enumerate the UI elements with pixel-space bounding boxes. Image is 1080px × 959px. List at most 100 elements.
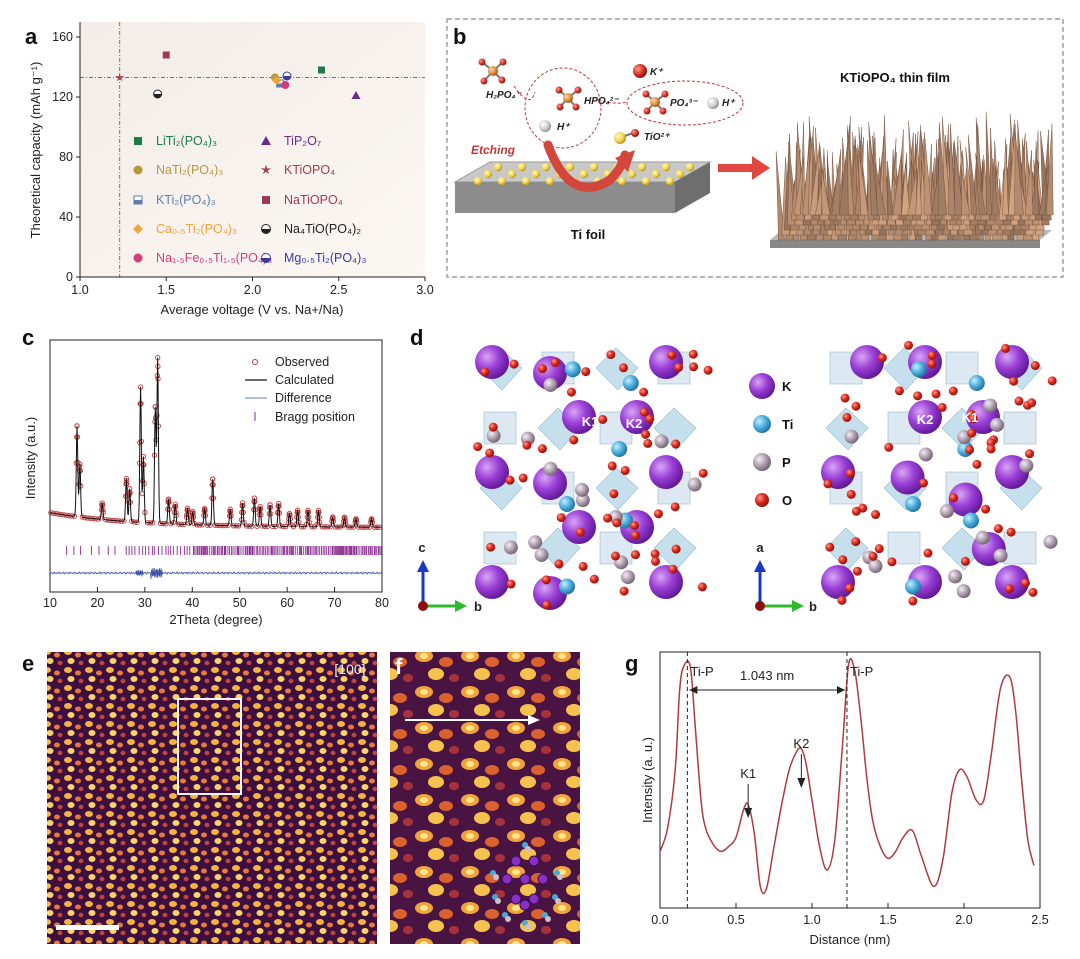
o-atom xyxy=(918,478,928,488)
plot-area-a xyxy=(80,22,425,277)
legend-label: KTi₂(PO₄)₃ xyxy=(156,193,216,207)
o-atom xyxy=(948,386,958,396)
label-etching: Etching xyxy=(471,143,516,157)
ti-atom xyxy=(564,361,581,378)
surface-atom xyxy=(507,169,517,179)
o-atom xyxy=(904,340,914,350)
k-atom xyxy=(649,565,683,599)
point-natiopo4 xyxy=(162,51,170,59)
surface-atom xyxy=(665,176,675,186)
x-tick-label: 1.0 xyxy=(803,913,820,927)
o-atom xyxy=(845,583,855,593)
crystal-structure-bc: K1 K2 xyxy=(473,345,713,610)
o-atom xyxy=(960,556,970,566)
o-atom xyxy=(550,357,560,367)
stem-image-e xyxy=(47,652,377,944)
nanosheet xyxy=(775,151,785,241)
po4-molecule xyxy=(642,90,719,115)
surface-atom xyxy=(541,162,551,172)
x-tick-label: 30 xyxy=(138,596,152,610)
panel-label-g: g xyxy=(625,651,638,676)
o-atom xyxy=(1001,343,1011,353)
surface-atom xyxy=(483,169,493,179)
ti-foil-side xyxy=(675,162,710,213)
o-atom xyxy=(852,566,862,576)
o-atom xyxy=(842,412,852,422)
po4-bubble xyxy=(626,80,744,126)
y-axis-label-a: Theoretical capacity (mAh g⁻¹) xyxy=(28,62,43,239)
y-tick-label: 40 xyxy=(59,210,73,224)
o-atom xyxy=(927,350,937,360)
nanosheet xyxy=(793,157,804,216)
nanosheet xyxy=(907,168,918,216)
o-atom xyxy=(913,391,923,401)
x-tick-label: 0.0 xyxy=(651,913,668,927)
o-atom xyxy=(937,402,947,412)
surface-atom xyxy=(617,176,627,186)
o-atom xyxy=(887,557,897,567)
y-tick-label: 0 xyxy=(66,270,73,284)
overlay-p xyxy=(525,924,531,930)
o-atom xyxy=(486,542,496,552)
film-substrate xyxy=(770,240,1040,248)
x-tick-label: 50 xyxy=(233,596,247,610)
o-atom xyxy=(609,489,619,499)
legend-label: Na₁.₅Fe₀.₅Ti₁.₅(PO₄)₃ xyxy=(156,251,272,265)
o-atom xyxy=(689,362,699,372)
o-atom xyxy=(612,518,622,528)
nanosheet xyxy=(923,132,933,216)
k-atom xyxy=(821,565,855,599)
o-atom xyxy=(840,393,850,403)
surface-atom xyxy=(473,176,483,186)
ti-atom xyxy=(611,441,628,457)
o-atom xyxy=(556,513,566,523)
surface-atom xyxy=(627,169,637,179)
bubble-connector xyxy=(597,99,628,104)
y-tick-label: 80 xyxy=(59,150,73,164)
k-atom xyxy=(995,345,1029,379)
nanosheet xyxy=(857,144,869,216)
o-atom xyxy=(488,422,498,432)
stem-image-f xyxy=(390,652,580,944)
p-atom xyxy=(687,477,702,492)
p-atom xyxy=(486,428,501,443)
label-distance: 1.043 nm xyxy=(740,668,794,683)
y-tick-label: 120 xyxy=(52,90,73,104)
p-atom xyxy=(868,559,883,574)
k-atom xyxy=(475,455,509,489)
overlay-k xyxy=(528,855,540,867)
o-atom xyxy=(838,555,848,565)
label-tio2: TiO²⁺ xyxy=(644,132,671,143)
ti-atom xyxy=(559,578,575,595)
x-axis-label-g: Distance (nm) xyxy=(810,932,891,947)
o-atom xyxy=(1006,527,1016,537)
legend-observed-marker xyxy=(252,359,258,365)
overlay-p xyxy=(505,916,511,922)
legend-k-label: K xyxy=(782,379,792,394)
y-tick-label: 160 xyxy=(52,30,73,44)
o-atom xyxy=(837,595,847,605)
x-tick-label: 2.5 xyxy=(330,283,347,297)
hpo4-bubble xyxy=(524,67,602,149)
o-atom xyxy=(671,439,681,449)
o-atom xyxy=(598,414,608,424)
legend-label: Mg₀.₅Ti₂(PO₄)₃ xyxy=(284,251,366,265)
x-tick-label: 2.0 xyxy=(244,283,261,297)
k-ion xyxy=(633,64,647,78)
p-atom xyxy=(993,548,1008,563)
legend-o-label: O xyxy=(782,493,792,508)
axis-a-label: a xyxy=(756,540,764,555)
nanosheet xyxy=(901,163,911,216)
k-atom xyxy=(562,510,596,544)
o-atom xyxy=(645,414,655,424)
o-atom xyxy=(1009,376,1019,386)
o-atom xyxy=(1004,584,1014,594)
surface-atom xyxy=(661,162,671,172)
plot-frame-g xyxy=(659,651,1041,909)
o-atom xyxy=(639,407,649,417)
k-atom xyxy=(908,400,942,434)
polyhedron xyxy=(595,467,639,511)
crystal-structure-ab: K2 K1 xyxy=(821,340,1058,606)
o-atom xyxy=(884,442,894,452)
o-atom xyxy=(589,574,599,584)
